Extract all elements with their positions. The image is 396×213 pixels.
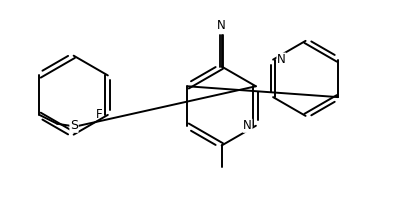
Text: N: N <box>243 119 252 132</box>
Text: N: N <box>217 19 226 32</box>
Text: N: N <box>277 53 286 66</box>
Text: F: F <box>96 108 103 121</box>
Text: S: S <box>70 119 78 132</box>
